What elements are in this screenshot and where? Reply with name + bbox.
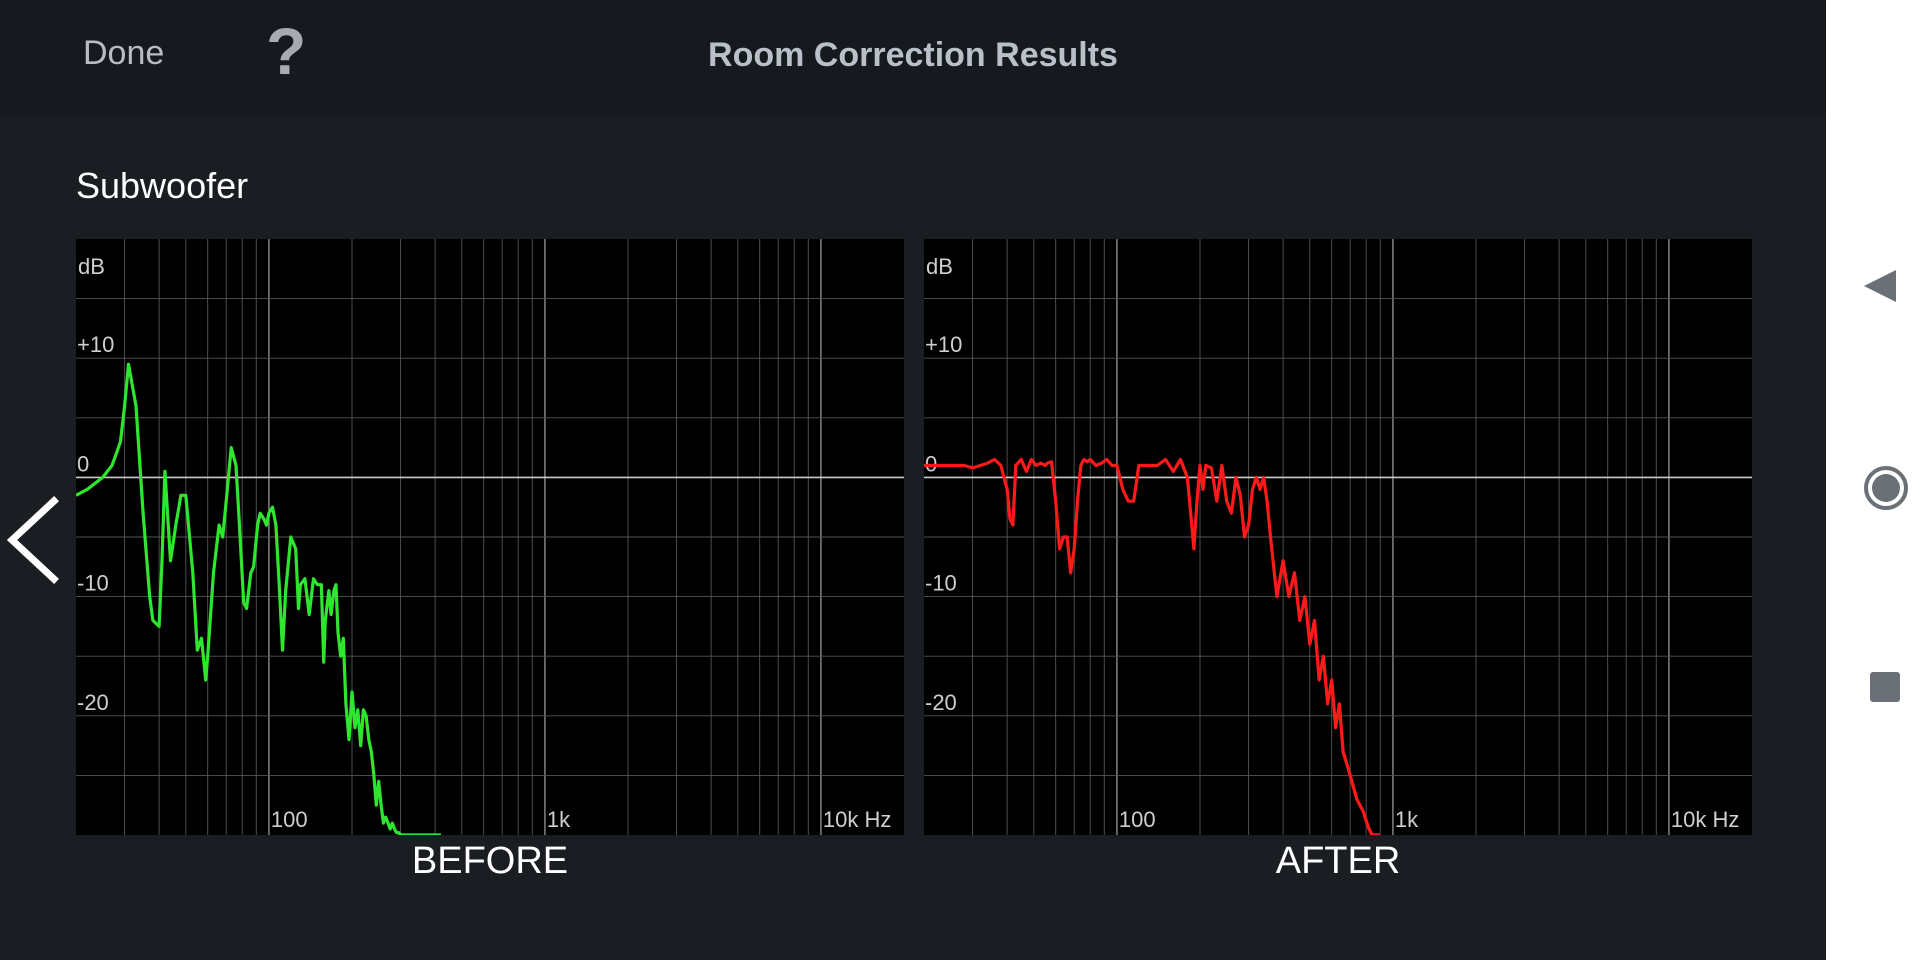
before-y-tick-label: 0 (77, 451, 89, 476)
section-title: Subwoofer (76, 165, 249, 206)
after-y-tick-label: -10 (925, 571, 957, 596)
app-screen: Done ? Room Correction Results Subwoofer… (0, 0, 1826, 882)
circle-home-icon[interactable] (1862, 464, 1910, 512)
after-chart: dB +10 0 -10 -20 100 1k 10k Hz (924, 239, 1752, 835)
after-y-tick-label: +10 (925, 332, 962, 357)
before-x-tick-label: 100 (271, 807, 308, 832)
help-button[interactable]: ? (266, 14, 307, 88)
before-x-tick-label: 1k (547, 807, 571, 832)
before-y-tick-label: -10 (77, 571, 109, 596)
before-chart: dB +10 0 -10 -20 100 1k 10k Hz (76, 239, 904, 835)
page-title: Room Correction Results (708, 36, 1118, 74)
after-y-tick-label: -20 (925, 690, 957, 715)
after-y-unit-label: dB (926, 254, 953, 279)
chevron-left-icon[interactable] (4, 495, 68, 585)
done-button[interactable]: Done (83, 34, 165, 72)
before-caption: BEFORE (411, 840, 569, 882)
after-response-line (924, 457, 1381, 835)
before-response-line (76, 362, 441, 835)
before-y-tick-label: +10 (77, 332, 114, 357)
triangle-back-icon[interactable] (1860, 266, 1900, 306)
before-x-tick-label: 10k Hz (823, 807, 891, 832)
after-caption: AFTER (1275, 840, 1401, 882)
after-x-tick-label: 10k Hz (1671, 807, 1739, 832)
system-nav-bar (1826, 0, 1920, 960)
before-chart-plot: dB +10 0 -10 -20 100 1k 10k Hz (76, 239, 904, 835)
after-x-tick-label: 100 (1119, 807, 1156, 832)
before-y-tick-label: -20 (77, 690, 109, 715)
square-recents-icon[interactable] (1869, 671, 1901, 703)
top-bar: Done ? Room Correction Results (0, 0, 1826, 117)
after-x-tick-label: 1k (1395, 807, 1419, 832)
before-y-unit-label: dB (78, 254, 105, 279)
